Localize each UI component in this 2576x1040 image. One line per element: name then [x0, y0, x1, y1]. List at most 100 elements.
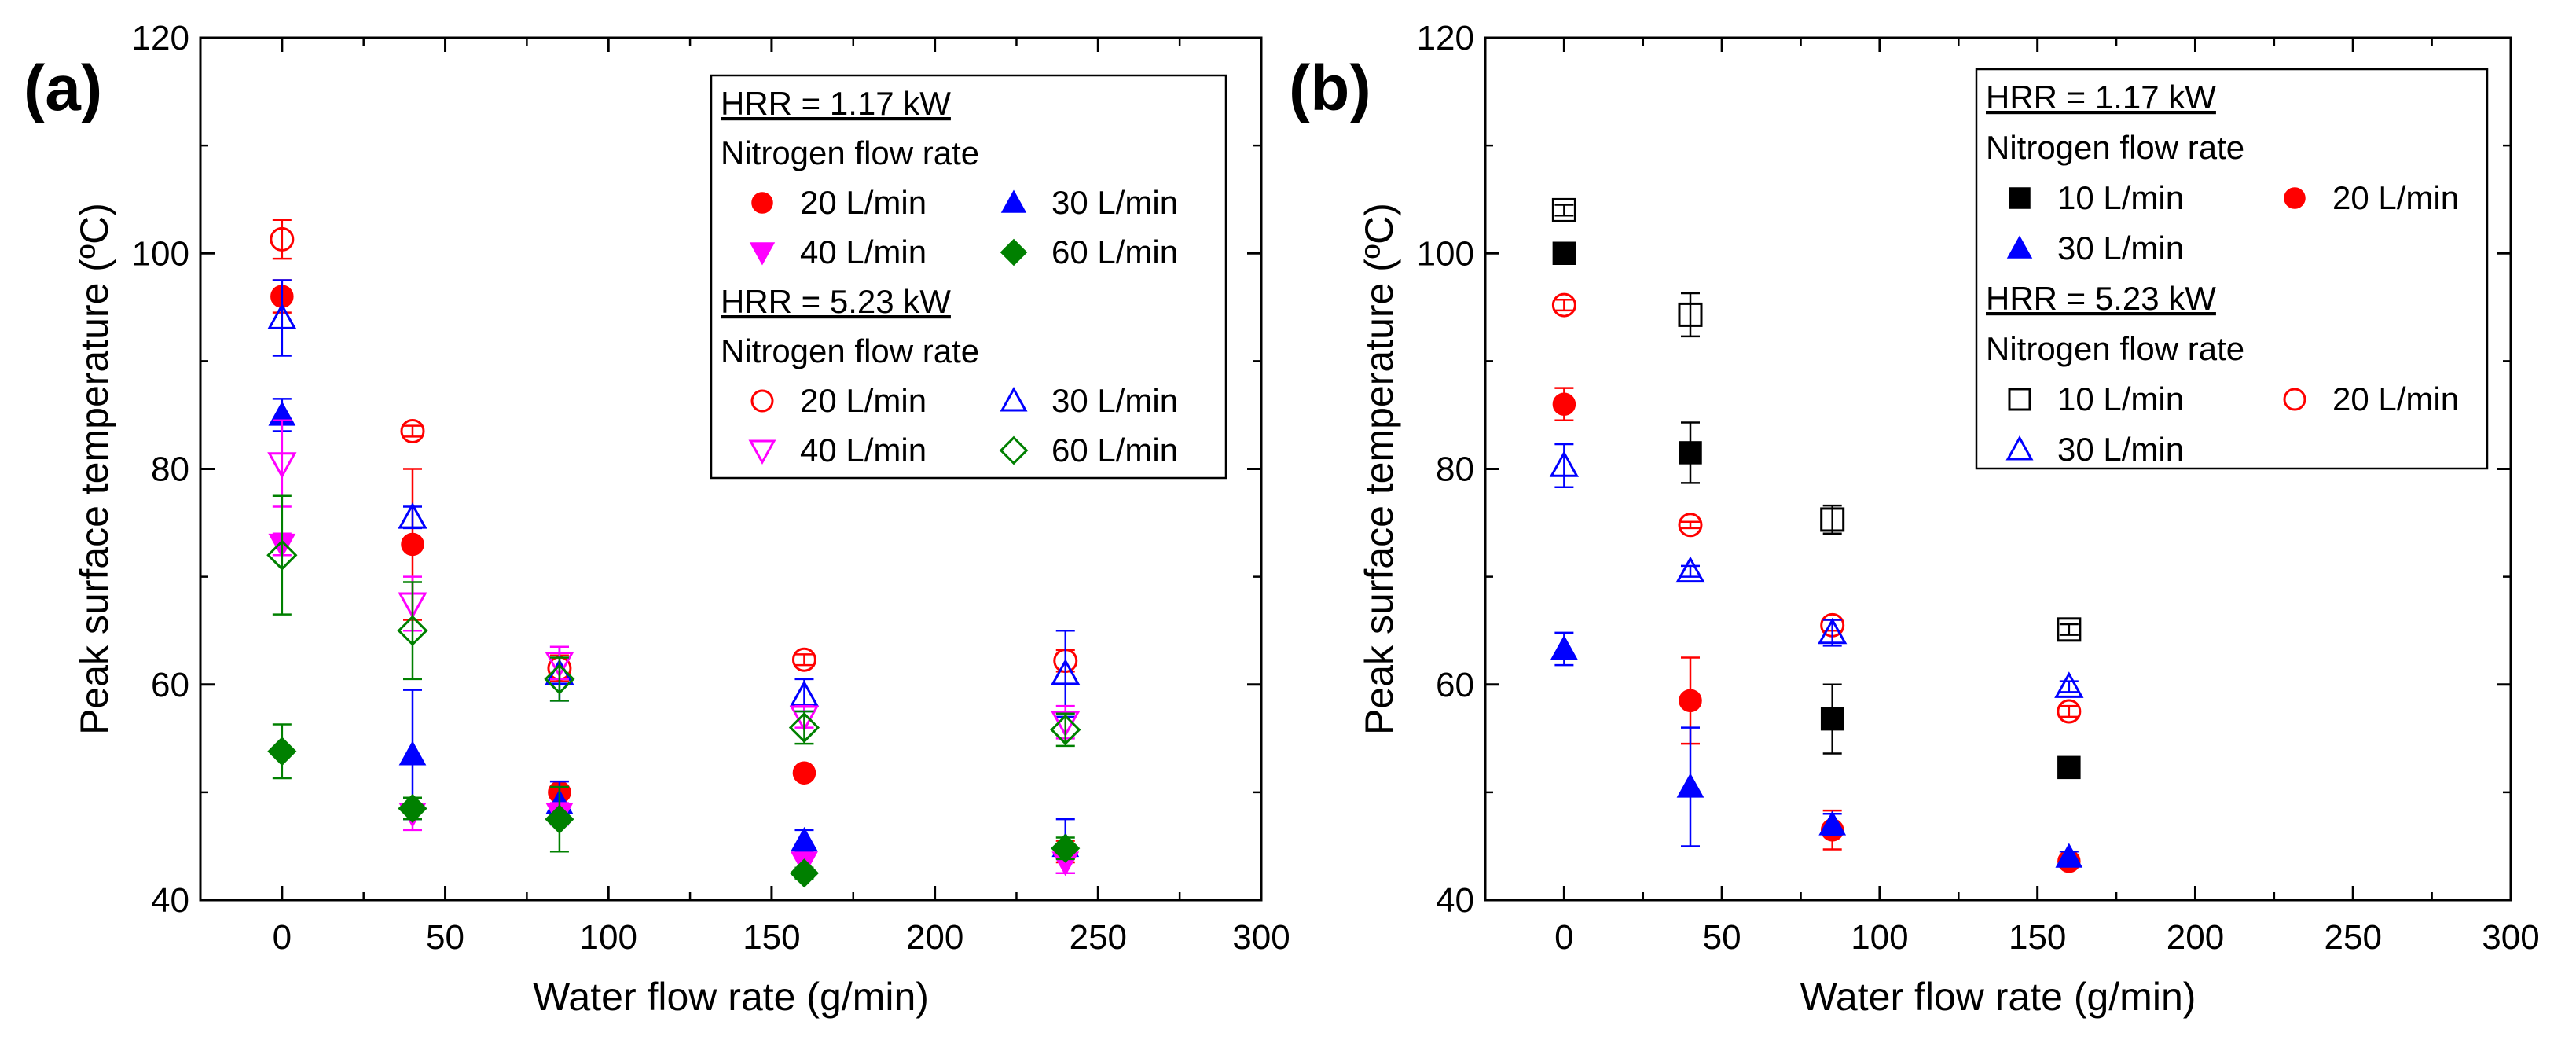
x-tick-label: 300 [1232, 918, 1290, 957]
x-axis-title: Water flow rate (g/min) [1800, 975, 2196, 1019]
y-tick-label: 80 [151, 450, 189, 489]
legend-entry-label: 20 L/min [2332, 380, 2459, 417]
x-tick-label: 200 [2167, 918, 2224, 957]
data-point [1051, 658, 1081, 685]
y-axis-title: Peak surface temperature (ºC) [1357, 203, 1401, 735]
data-point [1676, 773, 1704, 798]
legend-entry-label: 40 L/min [800, 432, 927, 469]
panel-label: (b) [1289, 53, 1371, 124]
data-point [791, 826, 818, 852]
series-117-60lpm [267, 723, 1081, 888]
legend-entry-label: 20 L/min [800, 184, 927, 221]
legend-group-header: HRR = 5.23 kW [721, 283, 951, 320]
data-point [1679, 441, 1702, 465]
data-point [1050, 714, 1081, 745]
series-523-20lpm [1551, 292, 2082, 724]
data-point [401, 532, 424, 557]
legend-group-subheader: Nitrogen flow rate [1986, 129, 2244, 166]
legend-box [710, 74, 1227, 480]
legend-marker [1000, 238, 1028, 266]
data-point [270, 226, 295, 252]
legend-entry-label: 10 L/min [2057, 380, 2184, 417]
legend-marker [1000, 189, 1027, 213]
data-point [789, 858, 820, 888]
x-tick-label: 0 [1554, 918, 1573, 957]
data-point [1675, 556, 1705, 583]
data-point [1550, 634, 1578, 660]
data-point [1818, 810, 1847, 836]
legend-entry-label: 60 L/min [1051, 233, 1178, 270]
x-tick-label: 50 [426, 918, 464, 957]
legend-entry-label: 30 L/min [2057, 230, 2184, 266]
data-point [1051, 833, 1081, 863]
y-tick-label: 60 [1436, 666, 1474, 704]
series-117-30lpm [1550, 631, 2083, 868]
x-tick-label: 200 [906, 918, 963, 957]
data-point [2057, 699, 2082, 724]
y-tick-label: 120 [1417, 19, 1474, 57]
data-point [544, 663, 575, 695]
data-point [1679, 689, 1702, 713]
data-point [398, 502, 427, 529]
series-523-30lpm [1549, 443, 2084, 698]
legend-marker [750, 389, 774, 413]
legend-group-subheader: Nitrogen flow rate [721, 333, 979, 369]
x-tick-label: 300 [2482, 918, 2539, 957]
data-point [1551, 197, 1576, 222]
x-tick-label: 250 [1070, 918, 1127, 957]
data-point [2057, 617, 2082, 642]
data-point [792, 761, 816, 785]
data-point [1549, 450, 1580, 477]
data-point [398, 793, 427, 824]
legend-marker [2284, 187, 2306, 209]
data-point [2055, 843, 2083, 868]
legend-entry-label: 30 L/min [2057, 431, 2184, 468]
data-point [791, 647, 816, 672]
legend-marker [748, 439, 776, 465]
x-axis-title: Water flow rate (g/min) [533, 975, 929, 1019]
chart-panel-a: (a) 0 50 100 150 200 250 300 40 60 80 100 120 Water f… [24, 19, 1290, 1019]
data-point [545, 651, 574, 678]
data-point [1818, 617, 1848, 645]
y-tick-label: 120 [132, 19, 189, 57]
legend-marker [2009, 187, 2031, 209]
legend-box [1975, 68, 2489, 470]
series-117-10lpm [1552, 241, 2081, 780]
x-tick-label: 100 [1851, 918, 1908, 957]
data-point [1678, 513, 1703, 538]
data-point [1820, 707, 1844, 731]
data-point [2054, 671, 2084, 698]
y-tick-label: 80 [1436, 450, 1474, 489]
legend-entry-label: 60 L/min [1051, 432, 1178, 469]
y-tick-label: 100 [132, 234, 189, 273]
legend-group-header: HRR = 5.23 kW [1986, 280, 2216, 317]
legend-marker [2005, 435, 2034, 461]
data-point [400, 419, 425, 444]
x-tick-label: 0 [273, 918, 292, 957]
y-tick-label: 40 [151, 881, 189, 920]
y-tick-label: 60 [151, 666, 189, 704]
legend-marker [751, 192, 773, 214]
series-523-10lpm [1551, 197, 2082, 642]
data-point [397, 615, 428, 646]
legend-entry-label: 30 L/min [1051, 382, 1178, 419]
data-point [398, 740, 427, 766]
x-tick-label: 100 [580, 918, 637, 957]
data-point [2057, 755, 2081, 780]
series-523-60lpm [266, 494, 1081, 748]
legend-marker [1000, 386, 1028, 412]
x-tick-label: 150 [743, 918, 800, 957]
legend-entry-label: 10 L/min [2057, 179, 2184, 216]
data-point [267, 452, 297, 479]
data-point [1820, 507, 1845, 532]
legend-entry-label: 20 L/min [800, 382, 927, 419]
legend-entry-label: 40 L/min [800, 233, 927, 270]
data-point [545, 804, 574, 834]
legend-group-header: HRR = 1.17 kW [721, 85, 951, 122]
data-point [266, 539, 298, 571]
legend-group-subheader: Nitrogen flow rate [1986, 330, 2244, 367]
legend-marker [999, 435, 1029, 465]
y-tick-label: 40 [1436, 881, 1474, 920]
legend-marker [2006, 235, 2033, 259]
